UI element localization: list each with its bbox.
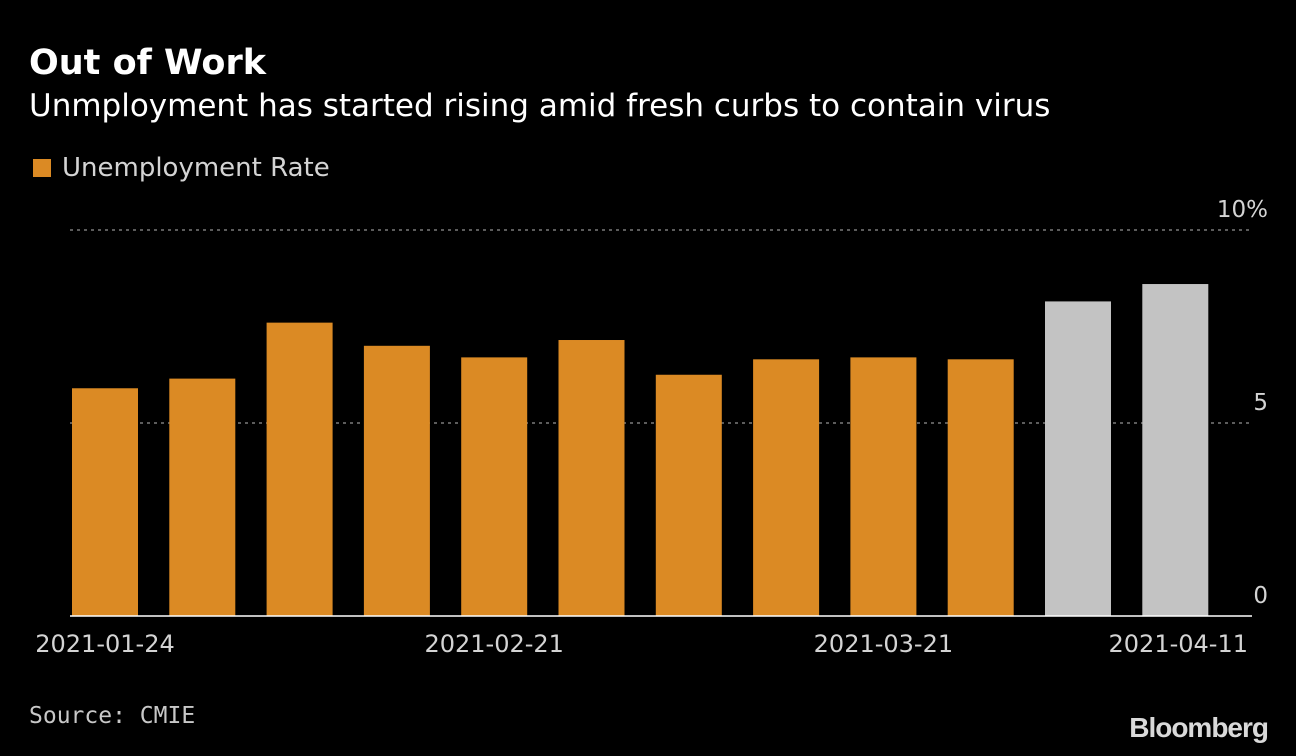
legend: Unemployment Rate bbox=[33, 152, 330, 184]
bar bbox=[363, 345, 430, 616]
x-tick-label: 2021-02-21 bbox=[424, 630, 563, 658]
source-note: Source: CMIE bbox=[29, 703, 196, 729]
bar bbox=[947, 359, 1014, 616]
chart-title: Out of Work bbox=[29, 43, 266, 83]
y-tick-label: 10% bbox=[1217, 197, 1268, 223]
bar-chart: 0 5 10% 2021-01-24 2021-02-21 2021-03-21 2021-… bbox=[35, 197, 1268, 658]
x-tick-label: 2021-01-24 bbox=[35, 630, 174, 658]
bloomberg-logo: Bloomberg bbox=[1129, 712, 1269, 743]
bar bbox=[266, 322, 333, 616]
y-tick-label: 5 bbox=[1253, 390, 1268, 416]
bar bbox=[753, 359, 820, 616]
bar bbox=[72, 388, 138, 616]
legend-swatch bbox=[33, 159, 51, 177]
bar bbox=[169, 378, 236, 616]
x-tick-label: 2021-04-11 bbox=[1109, 630, 1248, 658]
bar bbox=[1045, 301, 1111, 616]
bar bbox=[1142, 284, 1209, 616]
bar bbox=[558, 340, 625, 616]
legend-label: Unemployment Rate bbox=[62, 153, 330, 183]
y-tick-label: 0 bbox=[1253, 583, 1268, 609]
bar bbox=[655, 374, 722, 616]
bar bbox=[850, 357, 917, 616]
chart-subtitle: Unmployment has started rising amid fres… bbox=[29, 88, 1051, 124]
x-tick-label: 2021-03-21 bbox=[814, 630, 953, 658]
bar bbox=[461, 357, 528, 616]
